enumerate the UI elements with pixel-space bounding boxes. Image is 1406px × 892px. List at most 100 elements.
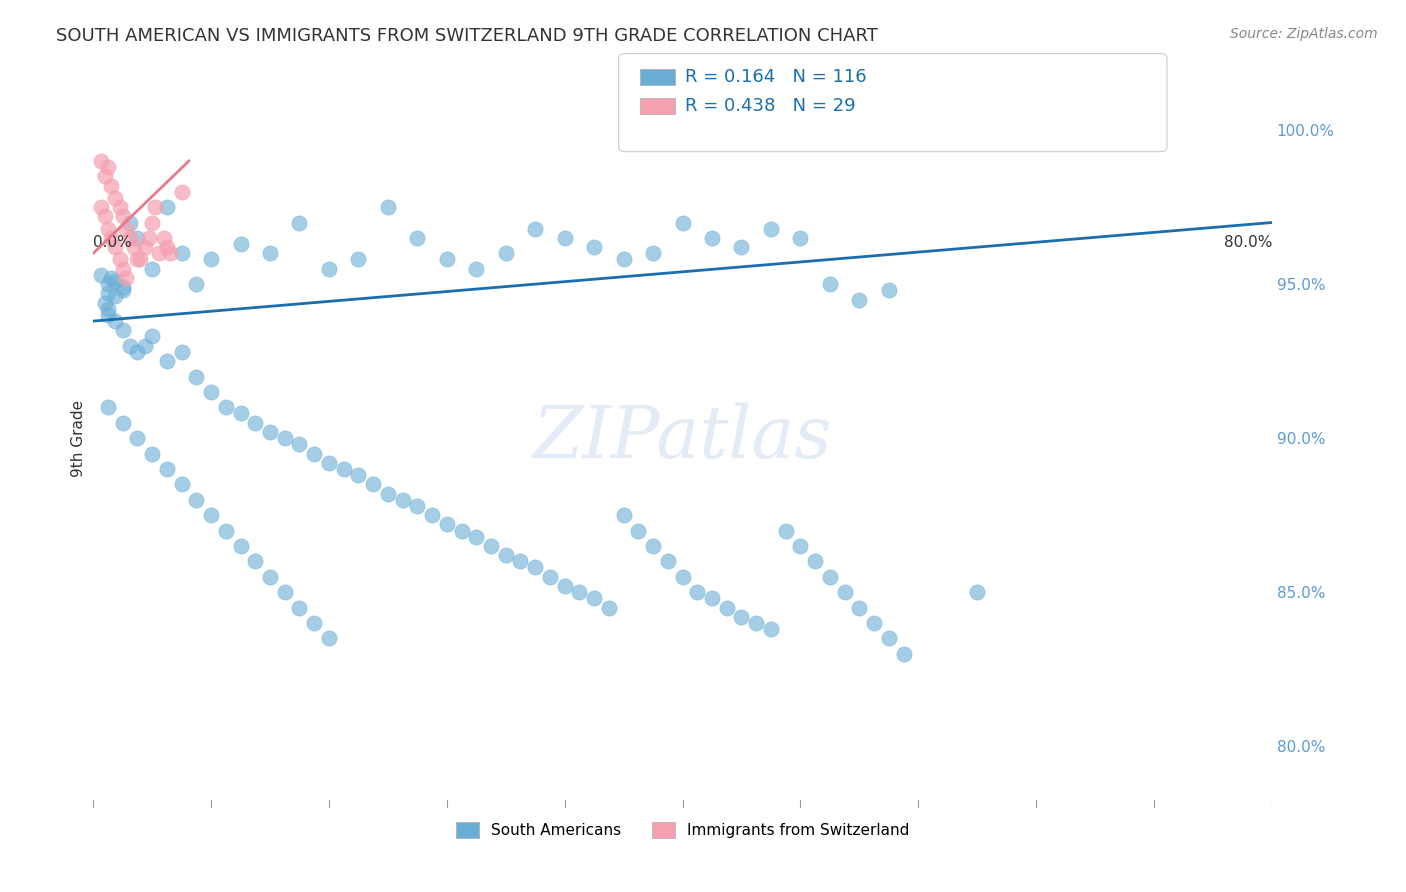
Point	[524, 221, 547, 235]
Point	[274, 585, 297, 599]
Point	[302, 615, 325, 630]
Point	[347, 252, 370, 267]
Point	[97, 401, 120, 415]
Point	[863, 615, 886, 630]
Point	[509, 554, 531, 568]
Point	[332, 462, 354, 476]
Point	[818, 277, 841, 292]
Point	[97, 286, 120, 301]
Point	[465, 261, 488, 276]
Point	[583, 591, 606, 606]
Point	[893, 647, 915, 661]
Point	[818, 570, 841, 584]
Point	[288, 600, 311, 615]
Point	[834, 585, 856, 599]
Point	[641, 246, 664, 260]
Point	[170, 344, 193, 359]
Point	[111, 283, 134, 297]
Point	[877, 283, 900, 297]
Point	[554, 231, 576, 245]
Point	[134, 339, 156, 353]
Point	[141, 329, 163, 343]
Point	[641, 539, 664, 553]
Point	[318, 632, 340, 646]
Point	[245, 416, 267, 430]
Legend: South Americans, Immigrants from Switzerland: South Americans, Immigrants from Switzer…	[450, 816, 915, 845]
Point	[671, 570, 693, 584]
Point	[716, 600, 738, 615]
Point	[613, 252, 636, 267]
Point	[90, 268, 112, 282]
Point	[406, 499, 429, 513]
Point	[966, 585, 988, 599]
Point	[302, 446, 325, 460]
Point	[745, 615, 768, 630]
Point	[259, 246, 281, 260]
Point	[156, 462, 179, 476]
Point	[627, 524, 650, 538]
Point	[97, 277, 120, 292]
Point	[789, 539, 811, 553]
Point	[288, 215, 311, 229]
Point	[111, 416, 134, 430]
Point	[159, 246, 181, 260]
Point	[104, 314, 127, 328]
Point	[730, 240, 752, 254]
Point	[229, 237, 252, 252]
Point	[318, 456, 340, 470]
Point	[848, 600, 870, 615]
Point	[583, 240, 606, 254]
Point	[613, 508, 636, 523]
Point	[170, 477, 193, 491]
Text: 0.0%: 0.0%	[93, 235, 132, 250]
Point	[141, 215, 163, 229]
Point	[118, 215, 141, 229]
Point	[229, 539, 252, 553]
Point	[288, 437, 311, 451]
Point	[877, 632, 900, 646]
Point	[200, 384, 222, 399]
Point	[141, 446, 163, 460]
Point	[465, 530, 488, 544]
Point	[124, 240, 146, 254]
Point	[377, 486, 399, 500]
Point	[143, 200, 166, 214]
Point	[90, 153, 112, 168]
Point	[775, 524, 797, 538]
Point	[450, 524, 472, 538]
Point	[156, 240, 179, 254]
Point	[200, 252, 222, 267]
Point	[347, 468, 370, 483]
Point	[108, 252, 131, 267]
Point	[186, 492, 208, 507]
Point	[127, 431, 149, 445]
Point	[274, 431, 297, 445]
Point	[479, 539, 502, 553]
Point	[436, 517, 458, 532]
Point	[127, 231, 149, 245]
Point	[200, 508, 222, 523]
Point	[104, 240, 127, 254]
Point	[104, 289, 127, 303]
Point	[759, 221, 782, 235]
Point	[94, 295, 117, 310]
Point	[94, 169, 117, 184]
Point	[538, 570, 561, 584]
Point	[686, 585, 709, 599]
Text: R = 0.164   N = 116: R = 0.164 N = 116	[685, 68, 866, 86]
Point	[97, 308, 120, 322]
Point	[127, 344, 149, 359]
Point	[495, 548, 517, 562]
Point	[436, 252, 458, 267]
Point	[100, 178, 122, 193]
Point	[100, 231, 122, 245]
Point	[186, 277, 208, 292]
Point	[148, 246, 170, 260]
Point	[156, 200, 179, 214]
Point	[495, 246, 517, 260]
Point	[259, 570, 281, 584]
Point	[215, 401, 238, 415]
Y-axis label: 9th Grade: 9th Grade	[72, 400, 86, 476]
Point	[789, 231, 811, 245]
Point	[170, 246, 193, 260]
